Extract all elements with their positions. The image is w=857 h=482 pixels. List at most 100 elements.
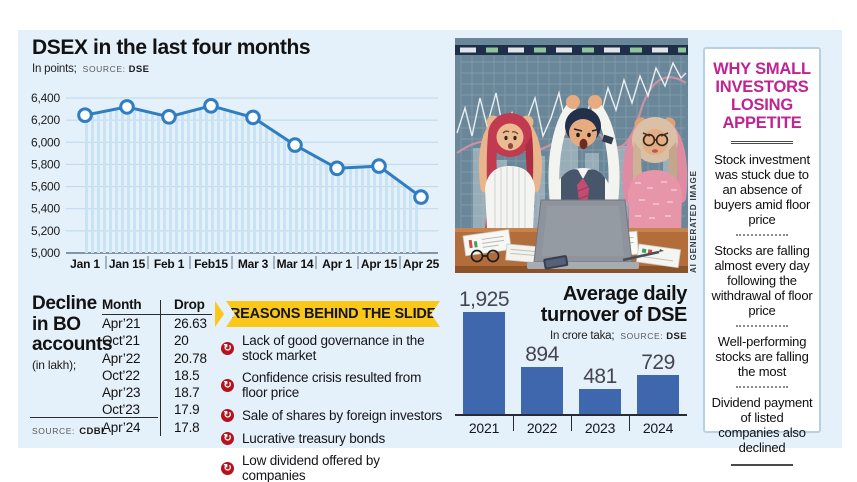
reason-text: Lack of good governance in the stock mar…	[242, 333, 425, 363]
bar-chart-subtitle: In crore taka; SOURCE: DSE	[520, 330, 687, 342]
data-point-marker	[77, 107, 93, 124]
data-point-marker	[329, 160, 345, 177]
refresh-arrow-icon	[221, 431, 234, 445]
table-cell: Apr’24	[102, 419, 141, 435]
bo-source-divider	[30, 417, 158, 418]
why-panel: WHY SMALL INVESTORS LOSING APPETITE Stoc…	[703, 47, 821, 466]
phone-icon	[543, 255, 569, 270]
data-point-marker	[203, 98, 219, 114]
bar-chart-source-value: DSE	[666, 331, 687, 342]
why-panel-body: Stock investment was stuck due to an abs…	[705, 152, 819, 455]
list-item: Low dividend offered by companies	[221, 453, 445, 482]
line-chart-subtitle: In points; SOURCE: DSE	[32, 63, 149, 75]
y-axis-tick-label: 5,400	[31, 202, 61, 216]
bar	[521, 367, 563, 414]
list-item: Sale of shares by foreign investors	[221, 407, 445, 423]
data-point-marker	[371, 158, 387, 174]
bo-table-title: Decline in BO accounts	[32, 293, 113, 355]
why-panel-point: Stocks are falling almost every day foll…	[711, 242, 813, 318]
refresh-arrow-icon	[221, 408, 234, 422]
y-axis-tick-label: 5,800	[31, 157, 61, 171]
bo-table-rows: Apr’21 26.63 Oct’21 20 Apr’22 20.78 Oct’22 18.5…	[102, 315, 212, 436]
table-row: Oct’21 20	[102, 332, 212, 349]
turnover-bar-chart: 1,925 2021 894 2022 481 2023 729 2024	[455, 283, 687, 445]
bar-value-label: 729	[641, 351, 675, 374]
y-axis-tick-label: 6,400	[31, 91, 61, 105]
double-rule-divider	[731, 141, 793, 144]
table-cell: 17.8	[174, 419, 200, 435]
y-axis-tick-label: 5,200	[31, 224, 61, 238]
reason-text: Confidence crisis resulted from floor pr…	[242, 370, 422, 400]
bo-table-unit: (in lakh);	[32, 358, 77, 372]
category-separator	[629, 414, 630, 431]
table-cell: 18.5	[174, 367, 200, 383]
bo-source: SOURCE: CDBL	[32, 421, 107, 439]
bo-source-value: CDBL	[79, 426, 108, 437]
data-point-marker	[119, 99, 135, 115]
refresh-arrow-icon	[221, 341, 234, 355]
bo-accounts-table: Month Drop Apr’21 26.63 Oct’21 20 Apr’22 20.7…	[102, 297, 212, 436]
x-axis-tick-label: Apr 1	[322, 257, 352, 271]
bar-value-label: 1,925	[458, 288, 510, 311]
table-row: Oct’22 18.5	[102, 367, 212, 384]
x-axis-tick-label: Mar 14	[277, 257, 314, 271]
double-rule-divider	[731, 463, 793, 466]
bo-col-month: Month	[102, 297, 142, 312]
reasons-banner: REASONS BEHIND THE SLIDE	[226, 301, 440, 327]
ai-image-caption: AI GENERATED IMAGE	[689, 170, 698, 273]
refresh-arrow-icon	[221, 461, 234, 475]
x-axis-tick-label: Jan 15	[109, 257, 146, 271]
bo-table-column-divider	[160, 300, 161, 436]
why-panel-title: WHY SMALL INVESTORS LOSING APPETITE	[713, 60, 811, 132]
table-row: Apr’22 20.78	[102, 350, 212, 367]
stressed-investors-illustration	[455, 38, 688, 273]
reason-text: Lucrative treasury bonds	[242, 430, 386, 446]
y-axis-tick-label: 6,000	[31, 135, 61, 149]
data-point-marker	[245, 109, 261, 126]
x-axis-tick-label: Feb 1	[154, 257, 185, 271]
category-separator	[513, 414, 514, 431]
y-axis-tick-label: 5,000	[31, 246, 61, 260]
list-item: Lucrative treasury bonds	[221, 430, 445, 446]
x-axis-tick-label: Feb15	[194, 257, 228, 271]
bar-chart-source-label: SOURCE:	[620, 331, 664, 341]
ticker-cells	[460, 47, 686, 53]
table-row: Apr’23 18.7	[102, 384, 212, 401]
x-axis-tick-label: Apr 15	[361, 257, 398, 271]
why-panel-point: Well-performing stocks are falling the m…	[715, 333, 809, 379]
person-left	[478, 113, 542, 230]
bo-table-header: Month Drop	[102, 297, 212, 315]
ribbon-end-icon	[215, 301, 224, 327]
line-chart-title: DSEX in the last four months	[32, 36, 311, 59]
data-point-marker	[161, 109, 177, 125]
bar-category-label: 2021	[468, 420, 500, 436]
line-chart-source-value: DSE	[128, 64, 150, 75]
table-cell: 20	[174, 333, 189, 349]
x-axis-tick-label: Jan 1	[70, 257, 100, 271]
category-separator	[571, 414, 572, 431]
bar-chart-title: Average daily turnover of DSE	[540, 283, 688, 326]
bar	[579, 389, 621, 414]
refresh-arrow-icon	[221, 378, 234, 392]
bar-chart-unit: In crore taka;	[550, 330, 615, 342]
x-axis-tick-label: Apr 25	[403, 257, 440, 271]
table-row: Apr’21 26.63	[102, 315, 212, 332]
reason-text: Sale of shares by foreign investors	[242, 407, 443, 423]
bar	[463, 312, 505, 414]
list-item: Lack of good governance in the stock mar…	[221, 333, 445, 363]
line-chart-source-label: SOURCE:	[82, 64, 126, 74]
dotted-divider	[736, 385, 788, 388]
dotted-divider	[736, 324, 788, 327]
bar-category-label: 2023	[584, 420, 616, 436]
table-cell: 17.9	[174, 402, 200, 418]
table-cell: Apr’22	[102, 350, 141, 366]
why-panel-point: Stock investment was stuck due to an abs…	[713, 151, 811, 227]
table-cell: Apr’21	[102, 316, 141, 331]
table-row: Oct’23 17.9	[102, 401, 212, 418]
bar-value-label: 481	[583, 365, 617, 388]
reasons-list: Lack of good governance in the stock mar…	[221, 333, 445, 482]
bar	[637, 375, 679, 414]
y-axis-tick-label: 6,200	[31, 113, 61, 127]
area-fill	[85, 105, 421, 253]
